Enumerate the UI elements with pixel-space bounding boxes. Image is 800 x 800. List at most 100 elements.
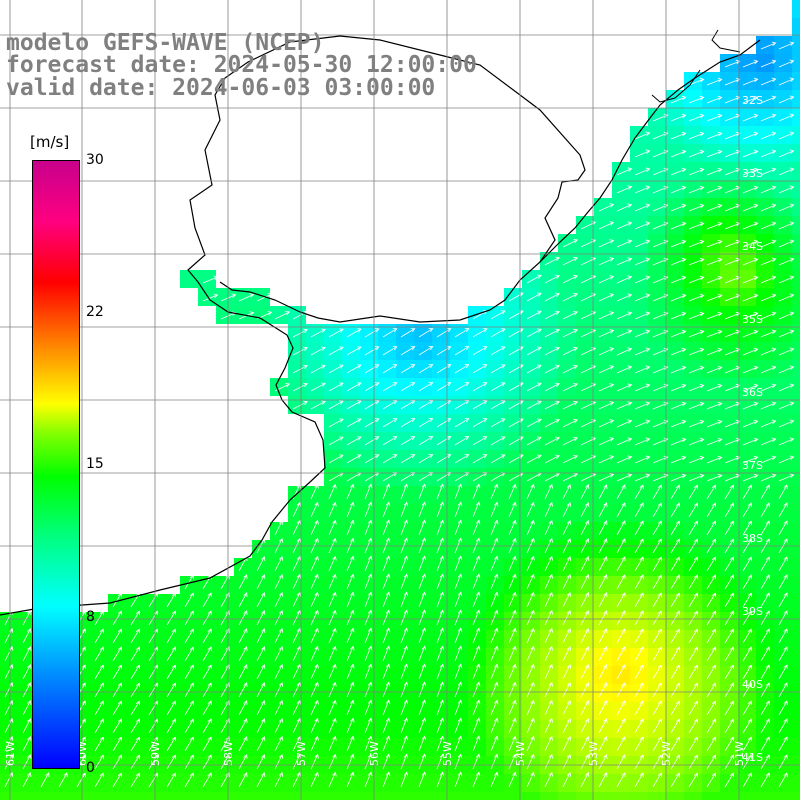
speed-cell [342,738,360,756]
wind-vector [688,610,698,626]
wind-vector [706,664,716,680]
speed-cell [90,648,108,666]
speed-cell [468,324,486,342]
wind-vector [544,483,553,500]
wind-vector [742,113,759,122]
speed-cell [792,342,800,360]
speed-cell [648,486,666,504]
speed-cell [198,666,216,684]
speed-cell [360,702,378,720]
speed-cell [612,774,630,792]
wind-vector [562,346,579,356]
wind-vector [634,664,644,680]
speed-cell [360,414,378,432]
speed-cell [720,108,738,126]
wind-vector [310,519,319,536]
wind-vector [418,472,434,482]
speed-cell [702,162,720,180]
speed-cell [324,558,342,576]
longitude-label: 59W [149,741,162,766]
speed-cell [630,630,648,648]
speed-cell [792,198,800,216]
speed-cell [126,612,144,630]
speed-cell [630,774,648,792]
model-title: modelo GEFS-WAVE (NCEP) [6,30,325,56]
speed-cell [396,378,414,396]
wind-vector [742,556,752,572]
wind-vector [526,663,535,680]
wind-vector [706,556,716,572]
wind-vector [436,346,452,356]
wind-vector [742,419,759,428]
speed-cell [792,378,800,396]
speed-cell [468,792,486,800]
speed-cell [756,144,774,162]
wind-vector [742,484,752,500]
speed-cell [738,54,756,72]
wind-vector [580,592,590,608]
speed-cell [594,234,612,252]
wind-vector [202,700,212,716]
speed-cell [234,558,252,576]
speed-cell [576,468,594,486]
wind-vector [400,627,409,644]
wind-vector [490,717,499,734]
wind-vector [634,401,651,410]
speed-cell [378,450,396,468]
wind-vector [544,609,553,626]
wind-vector [580,772,590,788]
wind-vector [688,149,705,158]
speed-cell [54,792,72,800]
speed-cell [558,522,576,540]
speed-cell [702,378,720,396]
speed-cell [216,702,234,720]
wind-vector [526,573,535,590]
speed-cell [738,90,756,108]
wind-vector [436,555,445,572]
speed-cell [774,738,792,756]
wind-vector [238,610,248,626]
speed-cell [774,378,792,396]
speed-cell [684,270,702,288]
speed-cell [396,522,414,540]
wind-vector [562,292,579,302]
speed-cell [774,450,792,468]
speed-cell [630,666,648,684]
speed-cell [666,306,684,324]
wind-vector [526,555,535,572]
wind-vector [742,754,752,770]
speed-cell [738,360,756,378]
wind-vector [778,736,788,752]
wind-vector [724,329,741,338]
speed-cell [0,792,18,800]
speed-cell [684,108,702,126]
speed-cell [396,576,414,594]
speed-cell [774,360,792,378]
speed-cell [414,324,432,342]
speed-cell [432,666,450,684]
wind-vector [454,645,463,662]
speed-cell [594,648,612,666]
speed-cell [648,360,666,378]
speed-cell [702,486,720,504]
wind-vector [94,628,104,644]
wind-vector [544,735,553,752]
speed-cell [144,612,162,630]
wind-vector [526,591,535,608]
wind-vector [742,203,759,212]
speed-cell [558,792,576,800]
wind-vector [346,454,362,464]
wind-vector [724,203,741,212]
speed-cell [774,558,792,576]
speed-cell [720,522,738,540]
speed-cell [648,468,666,486]
speed-cell [684,666,702,684]
speed-cell [468,558,486,576]
wind-vector [22,682,32,698]
speed-cell [666,396,684,414]
wind-vector [706,203,723,212]
wind-vector [634,700,644,716]
wind-vector [382,717,391,734]
speed-cell [612,720,630,738]
wind-vector [436,663,445,680]
